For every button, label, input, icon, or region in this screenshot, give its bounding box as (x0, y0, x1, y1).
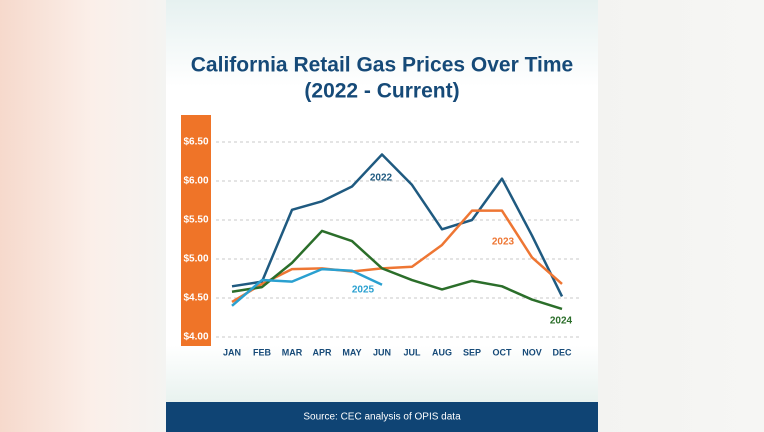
series-label: 2022 (370, 173, 393, 184)
y-tick-label: $5.50 (183, 215, 208, 226)
series-line (231, 209, 563, 303)
x-tick-label: JUL (403, 347, 421, 357)
y-axis-band (181, 115, 211, 346)
x-tick-label: MAY (342, 347, 361, 357)
x-tick-label: APR (312, 347, 332, 357)
x-tick-label: FEB (253, 347, 272, 357)
y-tick-label: $5.00 (183, 254, 208, 265)
series-line (231, 229, 563, 311)
x-tick-label: MAR (282, 347, 303, 357)
y-tick-label: $4.50 (183, 293, 208, 304)
chart-title: California Retail Gas Prices Over Time (191, 54, 573, 77)
panel (166, 0, 598, 432)
x-tick-label: NOV (522, 347, 542, 357)
x-tick-label: AUG (432, 347, 452, 357)
footer (166, 402, 598, 432)
y-tick-label: $4.00 (183, 332, 208, 343)
x-tick-label: OCT (493, 347, 513, 357)
x-tick-label: DEC (552, 347, 572, 357)
x-tick-label: JUN (373, 347, 391, 357)
x-tick-label: JAN (223, 347, 241, 357)
series-label: 2023 (492, 237, 515, 248)
x-tick-label: SEP (463, 347, 481, 357)
y-tick-label: $6.00 (183, 176, 208, 187)
chart-subtitle: (2022 - Current) (304, 80, 459, 103)
series-label: 2024 (550, 316, 573, 327)
series-line (231, 267, 383, 307)
source: Source: CEC analysis of OPIS data (303, 412, 461, 423)
y-tick-label: $6.50 (183, 137, 208, 148)
series-label: 2025 (352, 285, 375, 296)
series-line (231, 153, 564, 297)
